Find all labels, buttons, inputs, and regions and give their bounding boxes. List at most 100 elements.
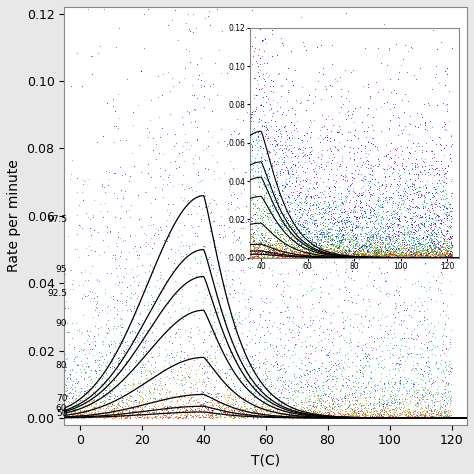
Point — [405, 389, 413, 397]
Point — [426, 390, 433, 397]
Point — [147, 300, 155, 308]
Point — [111, 413, 119, 420]
Point — [286, 412, 293, 419]
Point — [264, 411, 272, 419]
Point — [390, 395, 397, 402]
Point — [220, 406, 228, 414]
Point — [114, 233, 122, 240]
Point — [174, 414, 182, 421]
Point — [182, 407, 190, 414]
Point — [145, 389, 153, 397]
Point — [249, 413, 256, 420]
Point — [237, 224, 245, 232]
Point — [334, 414, 341, 421]
Point — [129, 400, 137, 408]
Point — [242, 411, 250, 419]
Point — [351, 349, 358, 356]
Point — [433, 178, 441, 185]
Point — [78, 414, 85, 421]
Point — [374, 414, 381, 421]
Point — [361, 410, 368, 417]
Point — [438, 403, 446, 410]
Point — [401, 411, 409, 419]
Point — [120, 333, 128, 341]
Point — [130, 381, 138, 388]
Point — [339, 314, 346, 322]
Point — [117, 290, 125, 297]
Point — [381, 403, 389, 411]
Point — [229, 164, 237, 172]
Point — [437, 368, 445, 376]
Point — [102, 413, 110, 420]
Point — [437, 413, 445, 421]
Point — [250, 407, 257, 415]
Point — [300, 320, 308, 328]
Point — [127, 328, 134, 336]
Point — [68, 411, 76, 419]
Point — [243, 413, 251, 420]
Point — [325, 382, 332, 390]
Point — [76, 394, 84, 402]
Point — [254, 403, 261, 410]
Point — [85, 333, 93, 340]
Point — [200, 369, 208, 377]
Point — [234, 407, 241, 414]
Point — [151, 282, 158, 290]
Point — [249, 384, 256, 392]
Point — [329, 372, 337, 379]
Point — [374, 409, 381, 417]
Point — [395, 400, 402, 408]
Point — [358, 401, 365, 409]
Point — [354, 342, 362, 349]
Point — [352, 409, 360, 416]
Point — [434, 409, 442, 417]
Point — [145, 298, 152, 305]
Point — [133, 412, 141, 419]
Point — [404, 411, 412, 419]
Point — [286, 328, 293, 336]
Point — [271, 389, 278, 397]
Point — [321, 406, 329, 413]
Point — [137, 410, 145, 417]
Point — [242, 218, 250, 225]
Point — [355, 379, 362, 386]
Point — [203, 398, 211, 405]
Point — [76, 411, 84, 419]
Point — [232, 322, 240, 330]
Point — [124, 411, 132, 419]
Point — [149, 398, 156, 405]
Point — [269, 344, 276, 351]
Point — [192, 297, 200, 304]
Point — [307, 286, 315, 294]
Point — [197, 407, 204, 415]
Point — [289, 319, 296, 327]
Point — [392, 412, 399, 419]
Point — [223, 140, 230, 148]
Point — [343, 233, 351, 241]
Point — [100, 398, 108, 406]
Point — [105, 401, 112, 409]
Point — [67, 404, 75, 411]
Point — [214, 410, 221, 418]
Point — [327, 385, 334, 393]
Point — [383, 411, 390, 419]
Point — [247, 411, 255, 419]
Point — [192, 272, 200, 280]
Point — [259, 307, 267, 314]
Point — [109, 293, 117, 301]
Point — [380, 20, 388, 27]
Point — [399, 410, 406, 418]
Point — [205, 408, 212, 415]
Point — [64, 304, 72, 312]
Point — [157, 288, 164, 296]
Point — [370, 412, 378, 420]
Point — [103, 309, 111, 317]
Point — [108, 401, 115, 409]
Point — [135, 278, 143, 285]
Point — [386, 401, 394, 409]
Point — [209, 414, 216, 422]
Point — [273, 406, 281, 413]
Point — [162, 412, 170, 420]
Point — [199, 389, 206, 396]
Point — [139, 381, 146, 389]
